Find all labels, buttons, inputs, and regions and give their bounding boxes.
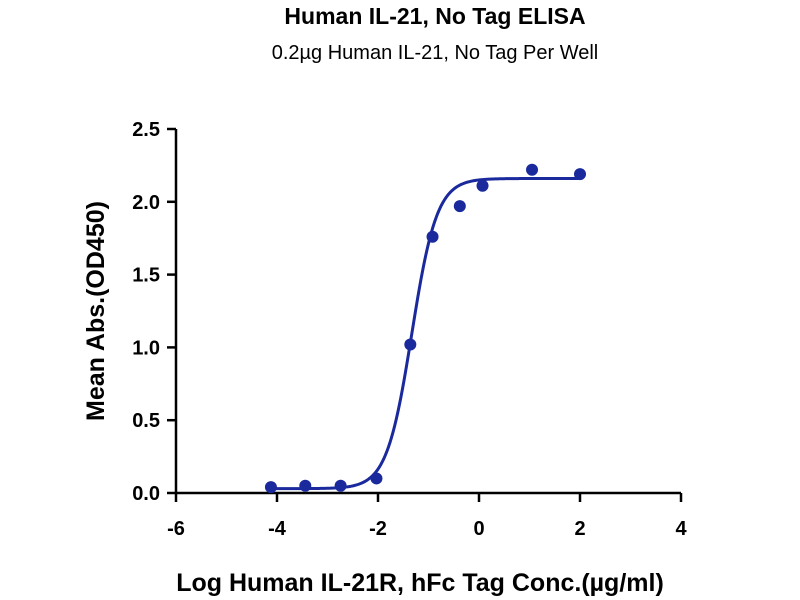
x-tick-label: 0 bbox=[473, 518, 484, 540]
y-tick-label: 0.0 bbox=[132, 483, 160, 505]
data-point bbox=[264, 481, 277, 494]
data-point bbox=[404, 338, 417, 351]
chart-subtitle: 0.2µg Human IL-21, No Tag Per Well bbox=[272, 42, 599, 64]
fit-curve-group bbox=[270, 177, 580, 491]
y-tick-label: 2.0 bbox=[132, 192, 160, 214]
data-points bbox=[264, 163, 586, 494]
data-point bbox=[334, 479, 347, 492]
y-tick-label: 2.5 bbox=[132, 119, 160, 141]
data-point bbox=[426, 230, 439, 243]
y-tick-label: 1.5 bbox=[132, 265, 160, 287]
axes bbox=[174, 129, 681, 495]
x-tick-label: 4 bbox=[675, 518, 687, 540]
data-point bbox=[476, 179, 489, 192]
data-point bbox=[526, 163, 539, 176]
x-axis-label: Log Human IL-21R, hFc Tag Conc.(µg/ml) bbox=[176, 569, 664, 597]
x-axis-ticks: -6 -4 -2 0 2 4 bbox=[167, 493, 687, 540]
x-tick-label: 2 bbox=[574, 518, 585, 540]
y-tick-label: 1.0 bbox=[132, 337, 160, 359]
data-point bbox=[299, 479, 312, 492]
y-tick-label: 0.5 bbox=[132, 410, 160, 432]
y-axis-label: Mean Abs.(OD450) bbox=[82, 201, 110, 421]
x-tick-label: -2 bbox=[369, 518, 387, 540]
fit-curve bbox=[270, 177, 580, 491]
x-tick-label: -4 bbox=[268, 518, 287, 540]
y-axis-ticks: 0.0 0.5 1.0 1.5 2.0 2.5 bbox=[132, 119, 176, 505]
chart-title: Human IL-21, No Tag ELISA bbox=[284, 3, 585, 29]
data-point bbox=[574, 168, 586, 181]
data-point bbox=[370, 472, 383, 485]
data-point bbox=[453, 200, 466, 213]
x-tick-label: -6 bbox=[167, 518, 185, 540]
